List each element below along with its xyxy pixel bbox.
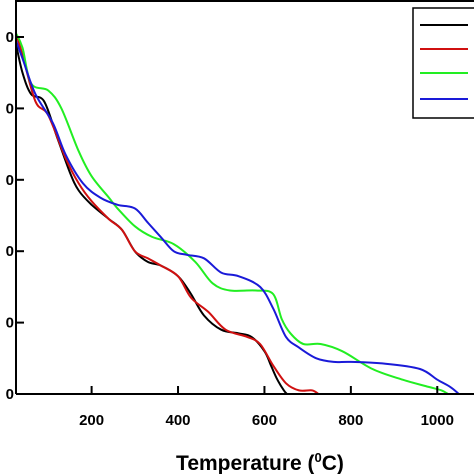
x-axis-title: Temperature (0C) — [176, 450, 344, 474]
x-tick-label-200: 200 — [79, 412, 104, 429]
y-tick-label-40: 0 — [6, 243, 14, 260]
axis-layer: 200 400 600 800 1000 0 0 0 0 0 0 — [6, 0, 474, 429]
x-axis-title-suffix: C) — [322, 452, 344, 474]
series-layer — [15, 32, 460, 395]
x-tick-label-800: 800 — [338, 412, 363, 429]
x-tick-label-400: 400 — [166, 412, 191, 429]
series-line-3 — [15, 32, 450, 395]
y-tick-label-80: 0 — [6, 100, 14, 117]
x-axis-title-superscript: 0 — [315, 450, 322, 465]
plot-area — [16, 0, 474, 394]
series-line-2 — [15, 32, 320, 395]
legend — [412, 7, 474, 119]
y-tick-label-100: 0 — [6, 29, 14, 46]
x-tick-label-600: 600 — [252, 412, 277, 429]
x-axis-title-main: Temperature ( — [176, 452, 314, 474]
y-tick-label-60: 0 — [6, 172, 14, 189]
y-tick-label-20: 0 — [6, 315, 14, 332]
series-line-4 — [15, 39, 460, 395]
y-tick-label-0: 0 — [6, 386, 14, 403]
x-tick-label-1000: 1000 — [421, 412, 454, 429]
